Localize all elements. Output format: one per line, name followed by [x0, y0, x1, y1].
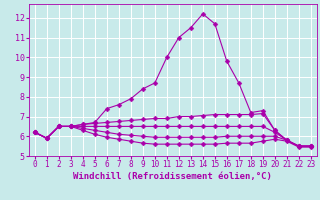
X-axis label: Windchill (Refroidissement éolien,°C): Windchill (Refroidissement éolien,°C)	[73, 172, 272, 181]
